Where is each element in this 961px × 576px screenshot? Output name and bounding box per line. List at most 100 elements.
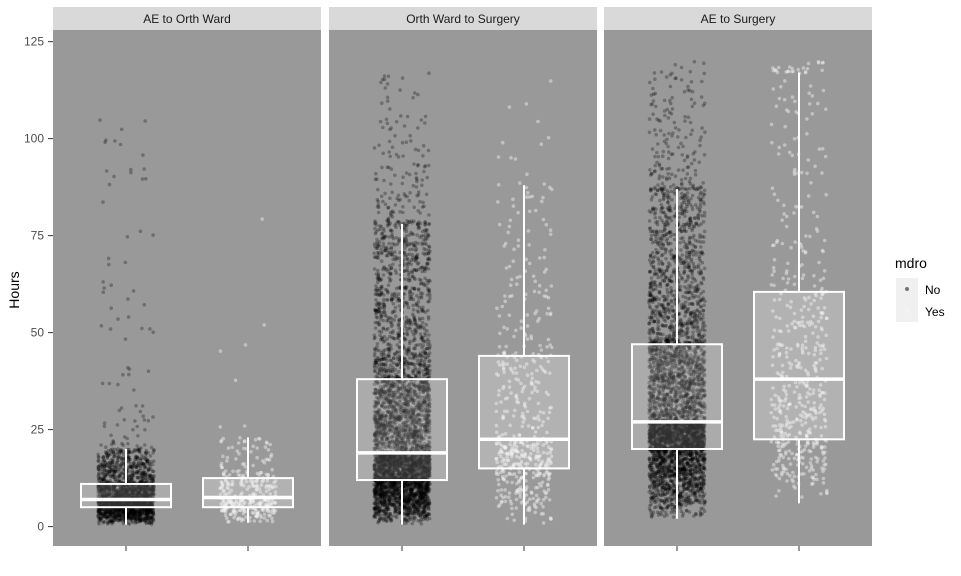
data-point xyxy=(112,485,116,489)
data-point xyxy=(110,468,114,473)
data-point xyxy=(421,364,426,368)
data-point xyxy=(380,101,384,105)
data-point xyxy=(112,488,116,493)
data-point xyxy=(218,425,222,429)
data-point xyxy=(151,513,155,517)
data-point xyxy=(138,517,142,521)
data-point xyxy=(389,182,393,186)
data-point xyxy=(127,502,131,506)
data-point xyxy=(402,124,407,128)
data-point xyxy=(102,463,107,468)
data-point xyxy=(109,306,113,311)
data-point xyxy=(222,473,226,477)
data-point xyxy=(374,374,378,379)
data-point xyxy=(97,484,102,489)
data-point xyxy=(108,327,113,331)
data-point xyxy=(108,513,113,518)
data-point xyxy=(396,369,401,374)
data-point xyxy=(113,477,117,482)
data-point xyxy=(132,485,137,489)
data-point xyxy=(140,326,144,331)
data-point xyxy=(378,119,383,124)
data-point xyxy=(138,493,142,497)
data-point xyxy=(106,453,110,458)
data-point xyxy=(120,493,125,498)
data-point xyxy=(100,381,105,386)
data-point xyxy=(374,272,379,276)
data-point xyxy=(262,516,267,520)
data-point xyxy=(386,283,391,288)
data-point xyxy=(118,488,123,493)
data-point xyxy=(129,516,134,520)
data-point xyxy=(418,199,422,204)
data-point xyxy=(152,474,156,478)
data-point xyxy=(126,365,130,370)
data-point xyxy=(136,434,140,438)
data-point xyxy=(116,447,120,451)
data-point xyxy=(117,501,121,506)
data-point xyxy=(406,305,411,310)
data-point xyxy=(387,276,392,280)
data-point xyxy=(104,169,109,173)
data-point xyxy=(149,486,153,491)
data-point xyxy=(146,503,150,507)
data-point xyxy=(109,487,113,491)
data-point xyxy=(98,516,103,521)
data-point xyxy=(118,485,123,490)
data-point xyxy=(140,177,145,181)
data-point xyxy=(251,511,256,515)
data-point xyxy=(116,382,120,387)
data-point xyxy=(146,369,151,374)
data-point xyxy=(134,404,138,408)
data-point xyxy=(132,484,136,489)
data-point xyxy=(407,198,412,203)
data-point xyxy=(104,516,108,520)
data-point xyxy=(142,509,147,514)
data-point xyxy=(414,171,418,176)
data-point xyxy=(143,119,147,123)
data-point xyxy=(420,345,424,350)
data-point xyxy=(109,283,113,288)
data-point xyxy=(408,339,412,344)
data-point xyxy=(127,522,132,526)
data-point xyxy=(409,139,413,143)
data-point xyxy=(138,514,143,519)
data-point xyxy=(111,500,115,505)
data-point xyxy=(107,487,111,492)
data-point xyxy=(101,200,105,204)
data-point xyxy=(231,508,235,512)
data-point xyxy=(413,91,417,95)
data-point xyxy=(376,187,380,192)
data-point xyxy=(150,501,154,505)
data-point xyxy=(105,512,109,516)
data-point xyxy=(147,514,152,519)
data-point xyxy=(251,444,255,449)
data-point xyxy=(243,343,248,347)
data-point xyxy=(117,452,121,457)
data-point xyxy=(253,437,258,442)
data-point xyxy=(102,424,107,429)
data-point xyxy=(152,484,156,489)
data-point xyxy=(96,474,100,479)
data-point xyxy=(133,509,138,514)
data-point xyxy=(144,454,148,459)
data-point xyxy=(135,475,140,480)
data-point xyxy=(102,486,107,491)
data-point xyxy=(119,514,123,519)
data-point xyxy=(142,512,147,517)
data-point xyxy=(111,501,115,506)
data-point xyxy=(141,414,145,419)
data-point xyxy=(373,326,378,330)
data-point xyxy=(99,324,104,328)
data-point xyxy=(99,500,103,505)
data-point xyxy=(150,502,154,506)
data-point xyxy=(119,513,124,517)
data-point xyxy=(128,510,132,515)
data-point xyxy=(258,519,263,523)
data-point xyxy=(150,501,154,505)
data-point xyxy=(116,490,121,495)
data-point xyxy=(387,139,392,144)
data-point xyxy=(129,476,134,481)
data-point xyxy=(116,475,120,480)
